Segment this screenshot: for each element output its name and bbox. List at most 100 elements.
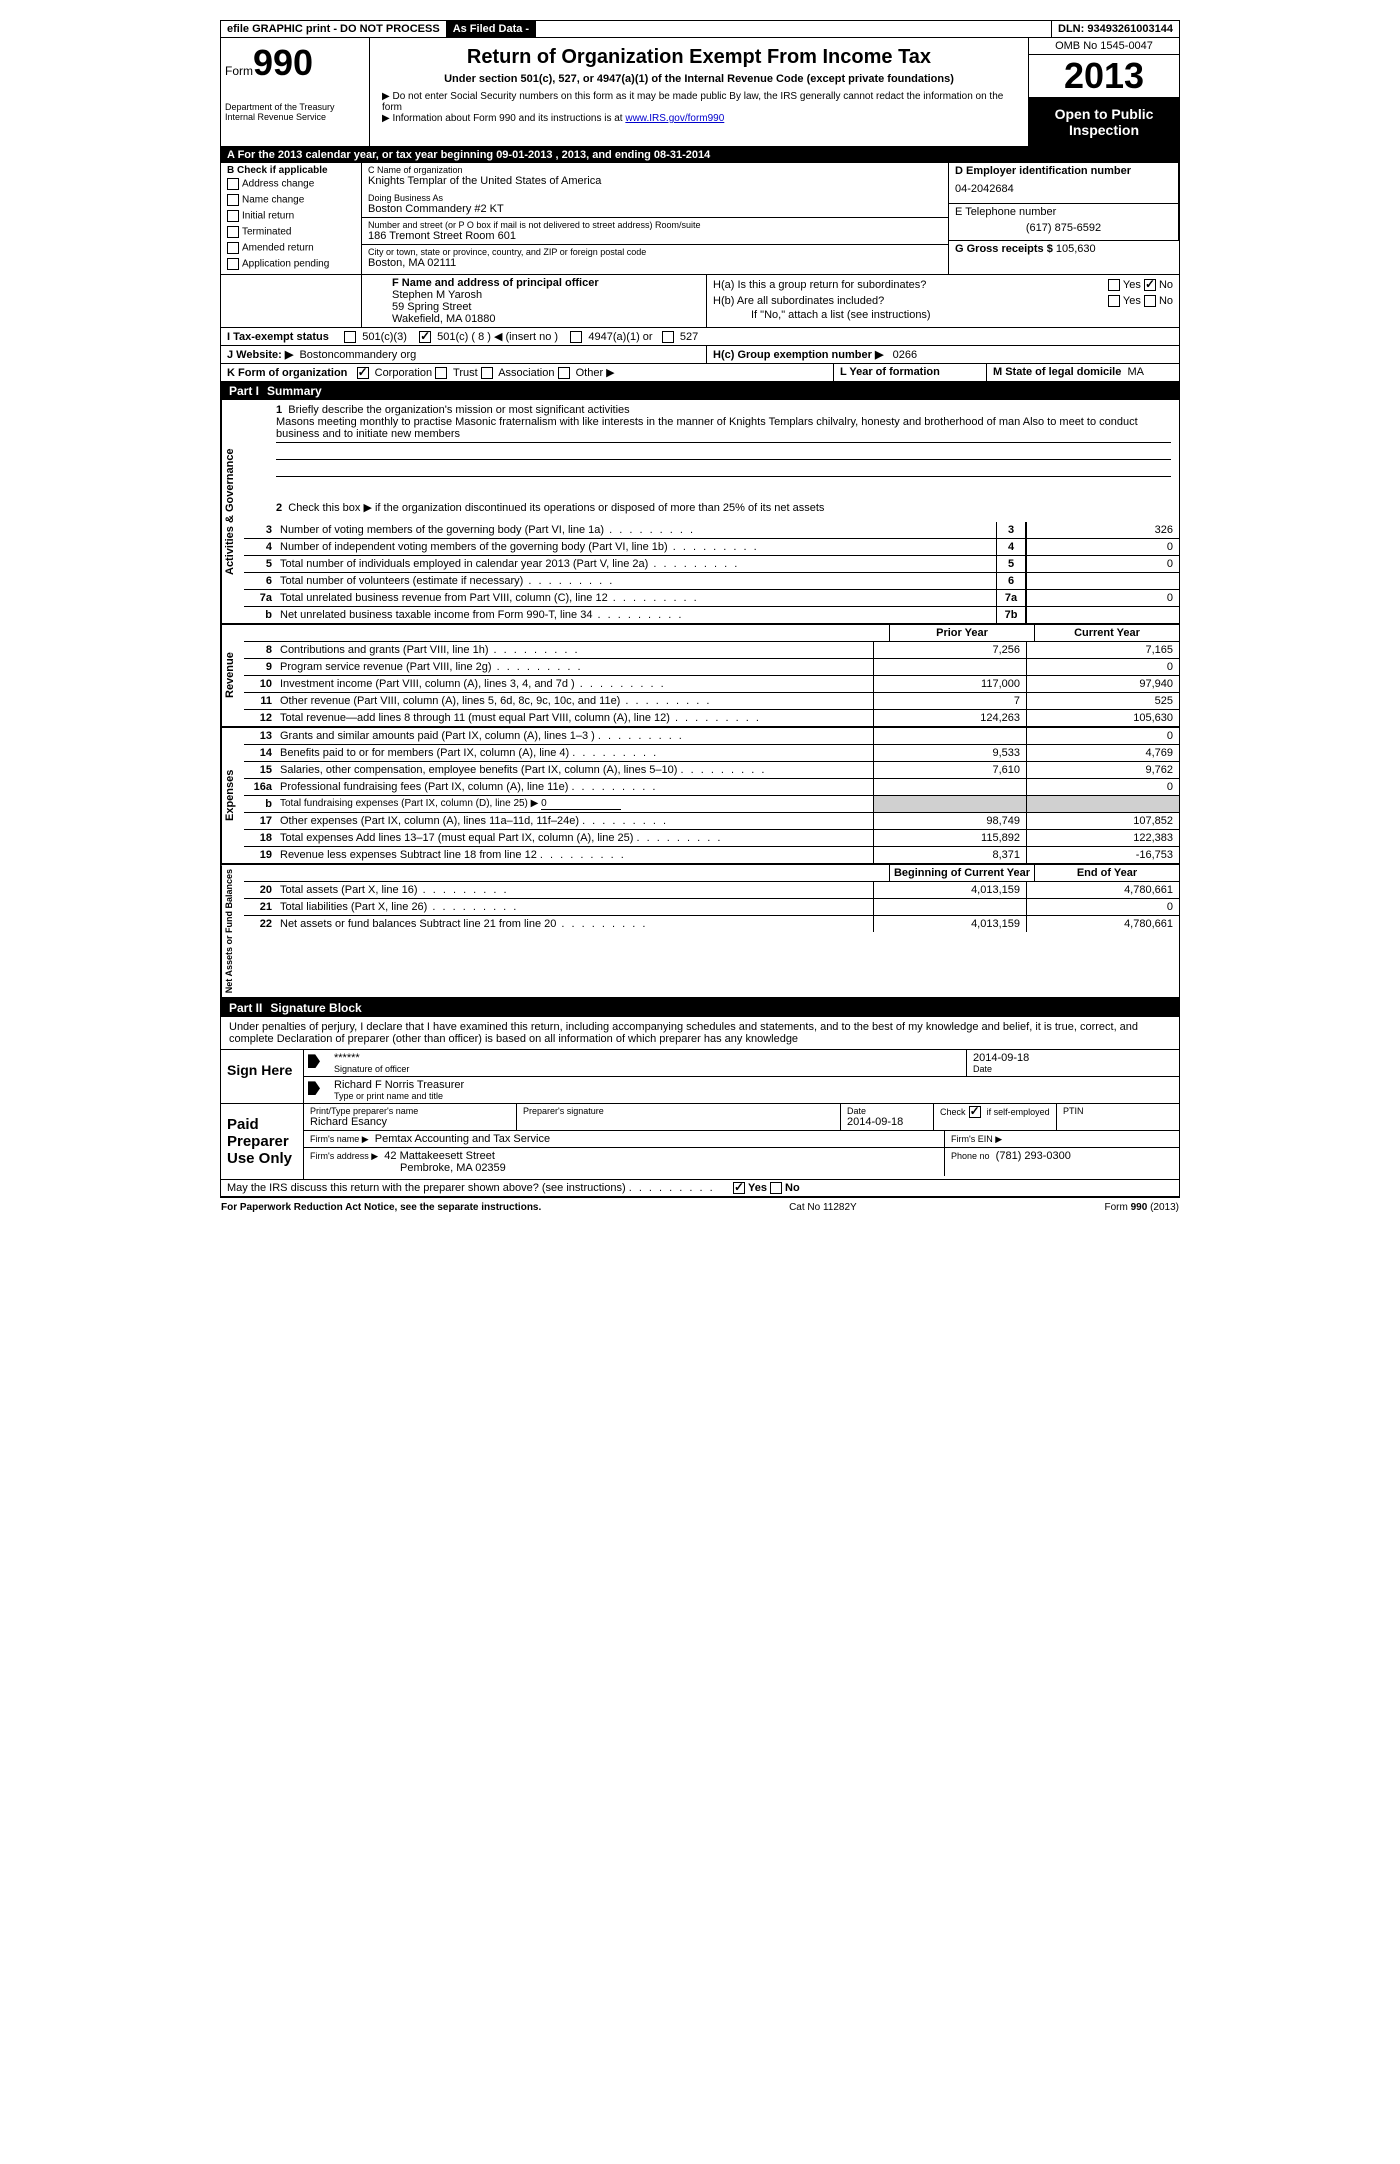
- self-emp-label: if self-employed: [987, 1107, 1050, 1117]
- checkbox-hb-no[interactable]: [1144, 295, 1156, 307]
- gov-vertical-label: Activities & Governance: [221, 400, 244, 623]
- firm-ein-label: Firm's EIN ▶: [951, 1134, 1002, 1144]
- dln: DLN: 93493261003144: [1052, 21, 1179, 37]
- b-item-3: Terminated: [242, 227, 291, 238]
- mission-text: Masons meeting monthly to practise Mason…: [276, 416, 1138, 440]
- checkbox-discuss-yes[interactable]: [733, 1182, 745, 1194]
- b-item-2: Initial return: [242, 211, 294, 222]
- j-label: J Website: ▶: [227, 349, 293, 361]
- f-label: F Name and address of principal officer: [392, 277, 700, 289]
- checkbox-other[interactable]: [558, 367, 570, 379]
- rev-line-11: 11 Other revenue (Part VIII, column (A),…: [244, 693, 1179, 710]
- officer-name: Stephen M Yarosh: [392, 289, 700, 301]
- exp-line-14: 14 Benefits paid to or for members (Part…: [244, 745, 1179, 762]
- exp-line-19: 19 Revenue less expenses Subtract line 1…: [244, 847, 1179, 863]
- paid-preparer-label: Paid Preparer Use Only: [221, 1104, 304, 1179]
- checkbox-hb-yes[interactable]: [1108, 295, 1120, 307]
- form-subtitle: Under section 501(c), 527, or 4947(a)(1)…: [382, 73, 1016, 85]
- section-f: F Name and address of principal officer …: [362, 275, 707, 327]
- ptin-label: PTIN: [1063, 1106, 1173, 1116]
- hb-label: H(b) Are all subordinates included?: [713, 295, 973, 307]
- c-name-label: C Name of organization: [368, 165, 942, 175]
- paid-preparer-section: Paid Preparer Use Only Print/Type prepar…: [221, 1104, 1179, 1180]
- checkbox-self-employed[interactable]: [969, 1106, 981, 1118]
- part2-label: Part II: [229, 1001, 270, 1015]
- bal-line-21: 21 Total liabilities (Part X, line 26) 0: [244, 899, 1179, 916]
- checkbox-527[interactable]: [662, 331, 674, 343]
- checkbox-ha-yes[interactable]: [1108, 279, 1120, 291]
- footer-right: Form 990 (2013): [1105, 1202, 1179, 1213]
- website-value: Bostoncommandery org: [299, 349, 416, 361]
- checkbox-ha-no[interactable]: [1144, 279, 1156, 291]
- sig-stars: ******: [334, 1052, 960, 1064]
- form-header: Form990 Department of the Treasury Inter…: [221, 38, 1179, 147]
- i-opt3: 4947(a)(1) or: [588, 331, 652, 343]
- sig-date-label: Date: [973, 1064, 1173, 1074]
- checkbox-trust[interactable]: [435, 367, 447, 379]
- checkbox-amended[interactable]: [227, 242, 239, 254]
- checkbox-name-change[interactable]: [227, 194, 239, 206]
- checkbox-terminated[interactable]: [227, 226, 239, 238]
- i-opt1: 501(c)(3): [362, 331, 407, 343]
- sig-officer-label: Signature of officer: [334, 1064, 960, 1074]
- checkbox-application-pending[interactable]: [227, 258, 239, 270]
- prep-name: Richard Esancy: [310, 1116, 510, 1128]
- asfiled-label: As Filed Data -: [447, 21, 536, 37]
- street-address: 186 Tremont Street Room 601: [368, 230, 942, 242]
- checkbox-4947[interactable]: [570, 331, 582, 343]
- top-bar: efile GRAPHIC print - DO NOT PROCESS As …: [221, 21, 1179, 38]
- sig-arrow-icon: [308, 1054, 320, 1068]
- prep-name-label: Print/Type preparer's name: [310, 1106, 510, 1116]
- dba-value: Boston Commandery #2 KT: [368, 203, 942, 215]
- l-label: L Year of formation: [840, 366, 940, 378]
- discuss-row: May the IRS discuss this return with the…: [221, 1180, 1179, 1197]
- line1-label: Briefly describe the organization's miss…: [288, 404, 629, 416]
- i-opt2: 501(c) ( 8 ) ◀ (insert no ): [437, 331, 558, 343]
- checkbox-501c[interactable]: [419, 331, 431, 343]
- firm-name-label: Firm's name ▶: [310, 1134, 369, 1144]
- checkbox-corporation[interactable]: [357, 367, 369, 379]
- dba-label: Doing Business As: [368, 193, 942, 203]
- footer-left: For Paperwork Reduction Act Notice, see …: [221, 1202, 541, 1213]
- checkbox-address-change[interactable]: [227, 178, 239, 190]
- section-klm: K Form of organization Corporation Trust…: [221, 364, 1179, 382]
- exp-line-b: b Total fundraising expenses (Part IX, c…: [244, 796, 1179, 813]
- hb-no: No: [1159, 295, 1173, 307]
- checkbox-association[interactable]: [481, 367, 493, 379]
- gov-line-6: 6 Total number of volunteers (estimate i…: [244, 573, 1179, 590]
- section-i: I Tax-exempt status 501(c)(3) 501(c) ( 8…: [221, 328, 1179, 346]
- balances-section: Net Assets or Fund Balances Beginning of…: [221, 865, 1179, 999]
- irs-link[interactable]: www.IRS.gov/form990: [625, 113, 724, 124]
- footer-mid: Cat No 11282Y: [789, 1202, 857, 1213]
- checkbox-501c3[interactable]: [344, 331, 356, 343]
- section-h: H(a) Is this a group return for subordin…: [707, 275, 1179, 327]
- b-label: B Check if applicable: [227, 165, 355, 176]
- part2-title: Signature Block: [270, 1001, 361, 1015]
- checkbox-initial-return[interactable]: [227, 210, 239, 222]
- prep-date-label: Date: [847, 1106, 927, 1116]
- firm-name: Pemtax Accounting and Tax Service: [375, 1133, 550, 1145]
- header-center: Return of Organization Exempt From Incom…: [370, 38, 1029, 146]
- city-label: City or town, state or province, country…: [368, 247, 942, 257]
- discuss-no: No: [785, 1182, 800, 1194]
- section-bcdeg: B Check if applicable Address change Nam…: [221, 163, 1179, 275]
- end-year-header: End of Year: [1034, 865, 1179, 881]
- expenses-section: Expenses 13 Grants and similar amounts p…: [221, 728, 1179, 865]
- firm-addr-label: Firm's address ▶: [310, 1151, 378, 1161]
- exp-line-13: 13 Grants and similar amounts paid (Part…: [244, 728, 1179, 745]
- ha-yes: Yes: [1123, 279, 1141, 291]
- firm-addr1: 42 Mattakeesett Street: [384, 1150, 495, 1162]
- m-label: M State of legal domicile: [993, 366, 1121, 378]
- checkbox-discuss-no[interactable]: [770, 1182, 782, 1194]
- gov-line-b: b Net unrelated business taxable income …: [244, 607, 1179, 623]
- exp-line-17: 17 Other expenses (Part IX, column (A), …: [244, 813, 1179, 830]
- governance-section: Activities & Governance 1 Briefly descri…: [221, 400, 1179, 625]
- form-note2: ▶ Information about Form 990 and its ins…: [382, 113, 1016, 124]
- h-note: If "No," attach a list (see instructions…: [713, 309, 1173, 321]
- d-label: D Employer identification number: [955, 165, 1172, 177]
- rev-line-10: 10 Investment income (Part VIII, column …: [244, 676, 1179, 693]
- b-item-0: Address change: [242, 179, 314, 190]
- rev-vertical-label: Revenue: [221, 625, 244, 726]
- gov-line-3: 3 Number of voting members of the govern…: [244, 522, 1179, 539]
- officer-type-label: Type or print name and title: [334, 1091, 1173, 1101]
